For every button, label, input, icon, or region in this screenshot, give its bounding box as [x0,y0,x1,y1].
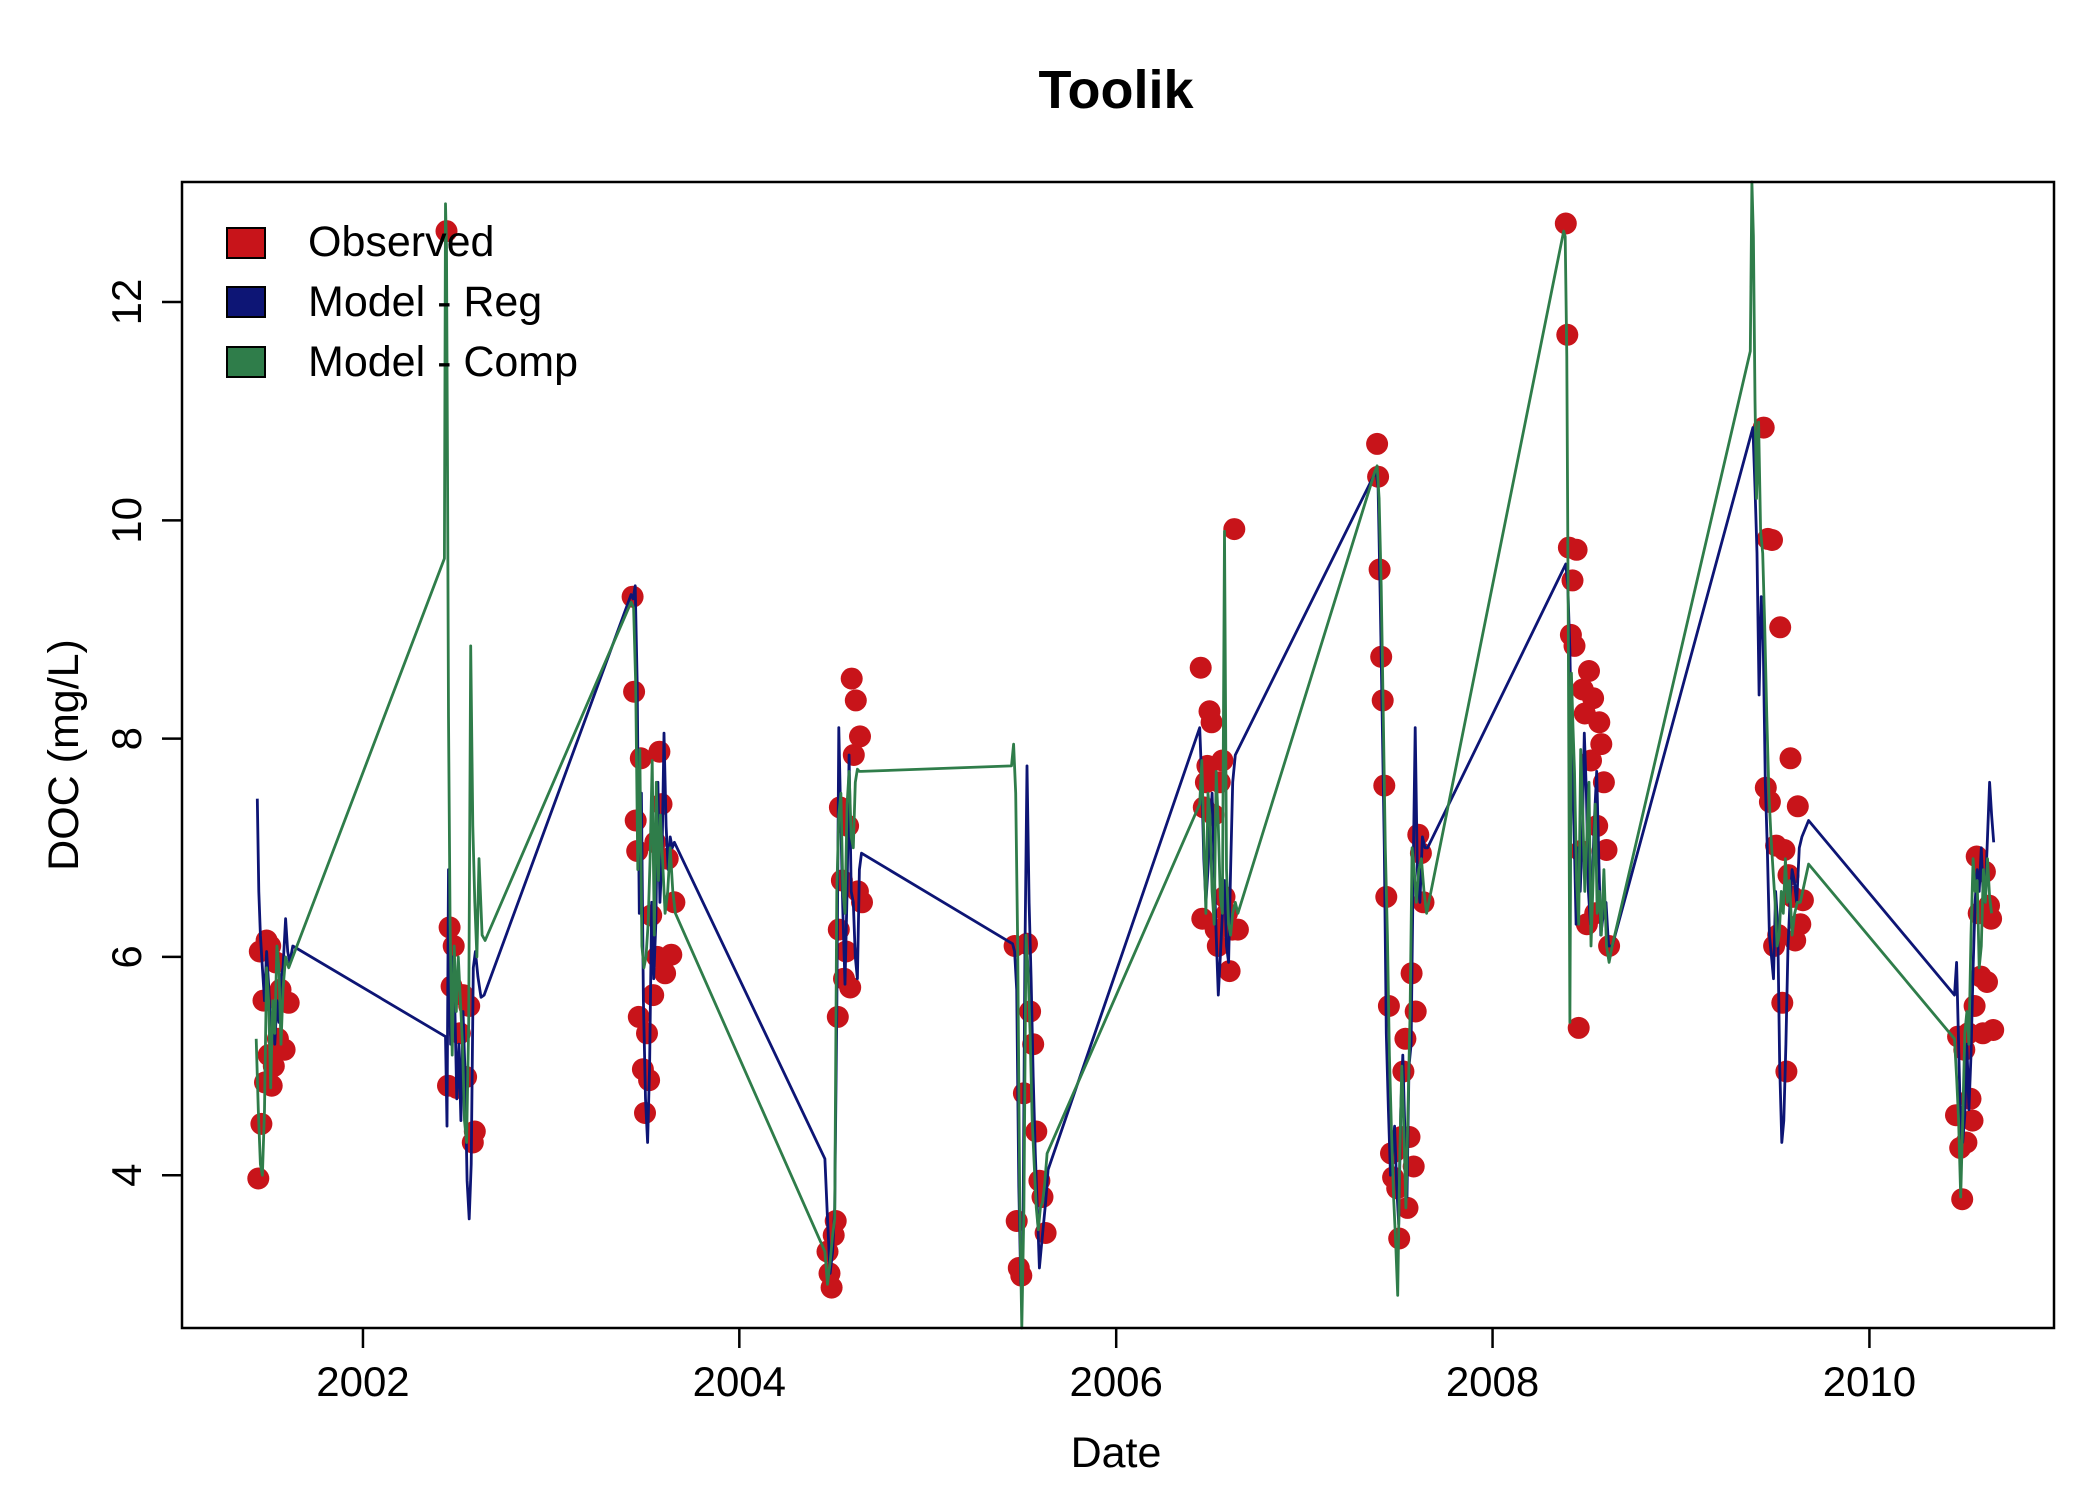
legend-swatch-model-reg [226,286,266,318]
observed-point [1218,960,1241,983]
observed-point [1769,616,1792,639]
observed-point [1223,518,1246,541]
observed-point [1394,1027,1417,1050]
observed-point [1407,823,1430,846]
legend: Observed Model - Reg Model - Comp [226,218,578,386]
observed-point [1595,839,1618,861]
observed-point [463,1120,486,1143]
observed-point [840,667,863,690]
observed-point [624,809,647,832]
observed-point [1773,839,1796,861]
observed-point [851,891,873,914]
observed-point [1961,1109,1984,1132]
observed-point [842,744,865,766]
x-tick-label: 2002 [316,1358,409,1405]
observed-point [1396,1196,1419,1219]
observed-point [1561,569,1584,592]
observed-point [262,1055,285,1078]
legend-label-model-reg: Model - Reg [308,278,542,326]
observed-point [1786,795,1809,818]
plot-frame [180,180,2056,1330]
observed-point [1590,733,1613,756]
x-tick-label: 2006 [1069,1358,1162,1405]
y-tick-label: 6 [103,945,150,968]
axis-ticks: 2002 2004 2006 2008 2010 4 6 8 10 12 [103,279,1916,1405]
observed-point [1779,747,1802,770]
y-tick-label: 8 [103,727,150,750]
x-tick-label: 2004 [693,1358,786,1405]
observed-point [1208,771,1231,794]
observed-point [1025,1120,1048,1143]
observed-point [1567,1016,1590,1039]
observed-point [660,943,683,966]
observed-point [654,962,677,985]
observed-point [250,1112,273,1135]
legend-swatch-observed [226,227,266,259]
y-tick-label: 12 [103,279,150,326]
legend-swatch-model-comp [226,346,266,378]
legend-label-observed: Observed [308,218,494,266]
observed-point [1588,711,1611,734]
y-tick-label: 4 [103,1164,150,1187]
observed-point [1034,1222,1057,1244]
observed-point [1951,1188,1974,1211]
observed-point [1976,971,1998,993]
observed-point [1582,687,1605,710]
legend-label-model-comp: Model - Comp [308,338,578,386]
observed-point [1578,660,1600,682]
series-line-model-comp [254,180,1993,1330]
observed-point [844,689,867,712]
observed-point [623,680,646,703]
observed-point [1982,1019,2005,1041]
observed-point [820,1276,843,1299]
x-axis-title: Date [1071,1429,1162,1477]
x-tick-label: 2010 [1823,1358,1916,1405]
observed-point [636,1022,658,1045]
observed-point [1565,538,1588,561]
observed-point [1366,432,1389,455]
y-axis-title: DOC (mg/L) [40,639,88,871]
observed-point [273,1038,296,1061]
observed-point [1563,634,1586,657]
observed-point [849,725,871,748]
observed-point [1554,212,1577,235]
observed-point [1761,529,1783,551]
observed-point [642,984,665,1007]
y-tick-label: 10 [103,497,150,544]
chart-title: Toolik [1039,60,1195,120]
observed-point [1189,656,1212,679]
observed-point [247,1167,270,1190]
observed-point [1200,711,1223,734]
observed-point [1404,1000,1427,1023]
series-layer [247,180,2005,1330]
x-tick-label: 2008 [1446,1358,1539,1405]
observed-point [1980,907,2003,930]
observed-point [1771,991,1794,1014]
